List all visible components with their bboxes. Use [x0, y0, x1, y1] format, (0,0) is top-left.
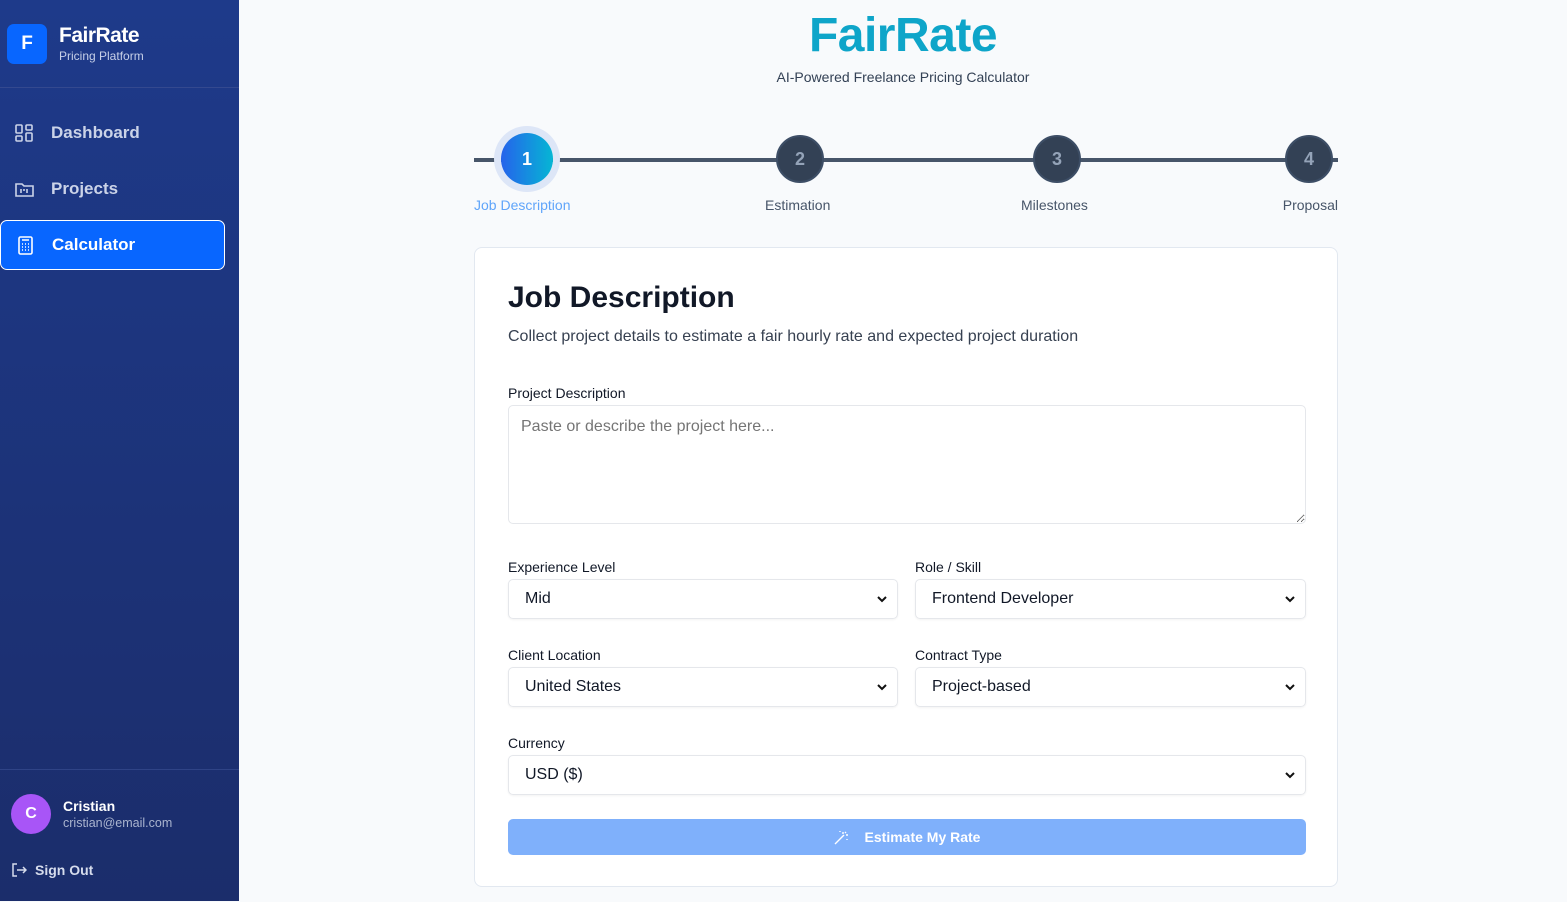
magic-wand-icon [834, 830, 848, 844]
sign-out-button[interactable]: Sign Out [11, 862, 228, 878]
sidebar-item-calculator[interactable]: Calculator [0, 220, 225, 270]
brand-name: FairRate [59, 24, 140, 47]
step-3[interactable]: 3 [1033, 135, 1081, 183]
step-2[interactable]: 2 [776, 135, 824, 183]
stepper-line [474, 158, 1338, 162]
contract-value: Project-based [932, 678, 1031, 695]
user-section: C Cristian cristian@email.com Sign Out [0, 769, 239, 902]
folder-icon [15, 182, 34, 197]
sidebar-item-dashboard[interactable]: Dashboard [0, 108, 239, 158]
card-title: Job Description [508, 281, 735, 314]
page-title: FairRate [808, 9, 998, 62]
contract-label: Contract Type [915, 647, 1002, 663]
chevron-down-icon [1285, 772, 1295, 779]
step-label: Estimation [765, 197, 831, 213]
sidebar-item-label: Calculator [52, 235, 136, 254]
contract-select[interactable]: Project-based [915, 667, 1306, 707]
chevron-down-icon [877, 596, 887, 603]
experience-select[interactable]: Mid [508, 579, 898, 619]
step-label: Job Description [474, 197, 571, 213]
sidebar-item-projects[interactable]: Projects [0, 164, 239, 214]
project-description-label: Project Description [508, 385, 626, 401]
sidebar: F FairRate Pricing Platform Dashboard Pr… [0, 0, 239, 901]
estimate-rate-label: Estimate My Rate [864, 829, 981, 845]
chevron-down-icon [1285, 596, 1295, 603]
location-value: United States [525, 678, 622, 695]
step-label: Proposal [1282, 197, 1338, 213]
page-subtitle: AI-Powered Freelance Pricing Calculator [776, 69, 1030, 85]
step-1[interactable]: 1 [501, 133, 553, 185]
role-value: Frontend Developer [932, 590, 1074, 607]
step-4[interactable]: 4 [1285, 135, 1333, 183]
sign-out-icon [12, 863, 27, 877]
calculator-icon [18, 235, 33, 255]
sidebar-item-label: Dashboard [51, 123, 140, 142]
role-label: Role / Skill [915, 559, 982, 575]
user-name: Cristian [63, 798, 116, 814]
stepper: 1 2 3 4 Job Description Estimation Miles… [474, 130, 1338, 220]
experience-value: Mid [525, 590, 551, 607]
job-description-card: Job Description Collect project details … [474, 247, 1338, 887]
project-description-input[interactable] [508, 405, 1306, 524]
location-select[interactable]: United States [508, 667, 898, 707]
user-email: cristian@email.com [63, 816, 173, 830]
currency-value: USD ($) [525, 766, 583, 783]
chevron-down-icon [1285, 684, 1295, 691]
brand-subtitle: Pricing Platform [59, 49, 144, 63]
chevron-down-icon [877, 684, 887, 691]
avatar: C [11, 794, 51, 834]
currency-select[interactable]: USD ($) [508, 755, 1306, 795]
card-description: Collect project details to estimate a fa… [508, 328, 1079, 345]
role-select[interactable]: Frontend Developer [915, 579, 1306, 619]
location-label: Client Location [508, 647, 601, 663]
sign-out-label: Sign Out [35, 862, 94, 878]
logo: F [7, 23, 47, 64]
experience-label: Experience Level [508, 559, 616, 575]
currency-label: Currency [508, 735, 565, 751]
step-label: Milestones [1021, 197, 1088, 213]
dashboard-grid-icon [15, 123, 33, 142]
brand: F FairRate Pricing Platform [0, 0, 239, 88]
sidebar-item-label: Projects [51, 179, 119, 198]
estimate-rate-button[interactable]: Estimate My Rate [508, 819, 1306, 855]
